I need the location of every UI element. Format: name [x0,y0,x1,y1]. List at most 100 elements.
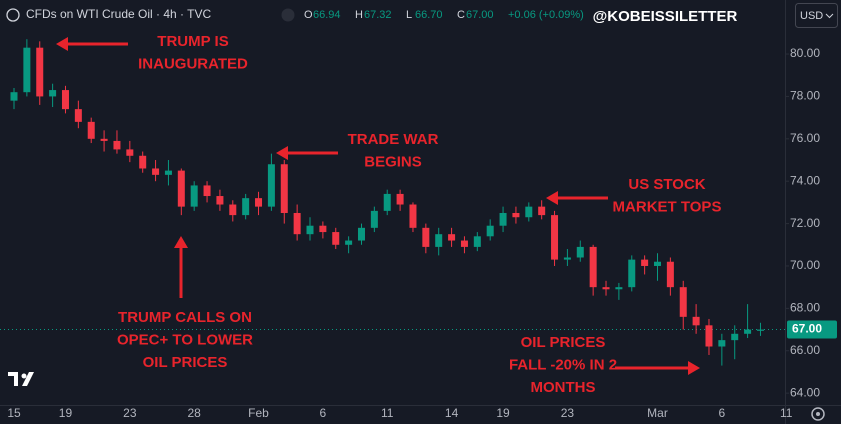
symbol-title: CFDs on WTI Crude Oil · 4h · TVC [26,7,211,21]
x-tick-label: 23 [561,406,575,420]
candle-body [267,164,275,207]
candle-body [460,240,468,247]
y-tick-label: 66.00 [790,343,820,357]
candle-body [718,340,726,347]
candle-body [641,259,649,266]
candle-body [576,246,584,258]
ohlc-value: 67.00 [466,9,494,21]
logo-part [21,373,27,379]
candle-body [731,333,739,341]
settings-dot [816,412,820,416]
arrow-head [546,191,558,205]
candle-body [679,287,687,317]
x-tick-label: 19 [59,406,73,420]
candle-body [512,212,520,218]
change: +0.06 (+0.09%) [508,9,584,21]
candle-body [319,225,327,233]
arrow-head [174,236,188,248]
candle-body [87,121,95,139]
candle-body [486,225,494,237]
x-tick-label: 6 [719,406,726,420]
toggle-button[interactable] [281,8,295,22]
ohlc-value: 66.94 [313,9,341,21]
last-price-box [787,320,837,339]
ohlc-key: C [457,9,465,21]
candle-body [126,149,134,156]
last-price-label: 67.00 [792,322,822,336]
candle-body [190,185,198,207]
candle-body [293,212,301,235]
x-tick-label: 11 [381,406,394,420]
arrow-head [56,37,68,51]
annotation-text: TRUMP IS [157,33,228,50]
candle-body [756,329,764,331]
y-tick-label: 78.00 [790,89,820,103]
annotation-text: BEGINS [364,153,422,170]
annotation-text: OPEC+ TO LOWER [117,331,253,348]
ohlc-key: O [304,9,313,21]
x-tick-label: 14 [445,406,459,420]
candle-body [563,257,571,260]
arrow-head [688,361,700,375]
candle-body [396,193,404,205]
ohlc-key: L [406,9,412,21]
candle-body [100,138,108,141]
annotation-text: FALL -20% IN 2 [509,356,617,373]
candle-body [36,47,44,97]
candle-body [435,234,443,247]
candle-body [177,170,185,207]
candle-body [615,287,623,290]
y-tick-label: 70.00 [790,258,820,272]
annotation-text: INAUGURATED [138,55,248,72]
candle-body [409,204,417,228]
candle-body [74,109,82,122]
candle-body [10,92,18,101]
plot-area [0,39,785,366]
candle-body [139,155,147,169]
candle-body [255,198,263,207]
candle-body [692,316,700,326]
candle-body [152,168,160,175]
candle-body [49,90,57,97]
y-tick-label: 72.00 [790,216,820,230]
candle-body [589,246,597,288]
candle-body [332,232,340,245]
watermark: @KOBEISSILETTER [593,8,738,25]
y-tick-label: 68.00 [790,301,820,315]
x-tick-label: 15 [7,406,21,420]
y-tick-label: 80.00 [790,46,820,60]
ohlc-value: 67.32 [364,9,392,21]
y-tick-label: 64.00 [790,385,820,399]
candle-body [628,259,636,288]
x-tick-label: 28 [188,406,202,420]
candle-body [744,329,752,334]
candle-body [242,198,250,216]
symbol-icon [6,8,20,22]
tv-logo [8,372,34,386]
currency-button[interactable] [795,3,838,28]
ohlc-legend: O 66.94 H 67.32 L 66.70 C 67.00 +0.06 (+0.09%) [304,9,584,21]
candle-body [164,170,172,175]
candle-body [345,240,353,245]
candle-body [61,90,69,110]
candle-body [383,193,391,211]
candle-body [357,227,365,241]
x-tick-label: 6 [320,406,327,420]
candle-body [203,185,211,197]
y-tick-label: 76.00 [790,131,820,145]
candle-body [370,210,378,228]
x-tick-label: Feb [248,406,269,420]
annotation-text: TRUMP CALLS ON [118,309,252,326]
x-tick-label: 19 [496,406,510,420]
settings-button[interactable] [811,407,825,421]
annotation-text: TRADE WAR [348,131,439,148]
x-tick-label: 11 [780,406,793,420]
candle-body [602,287,610,290]
y-tick-label: 74.00 [790,173,820,187]
candle-body [448,234,456,241]
annotation-text: MONTHS [531,379,596,396]
candle-body [216,196,224,205]
